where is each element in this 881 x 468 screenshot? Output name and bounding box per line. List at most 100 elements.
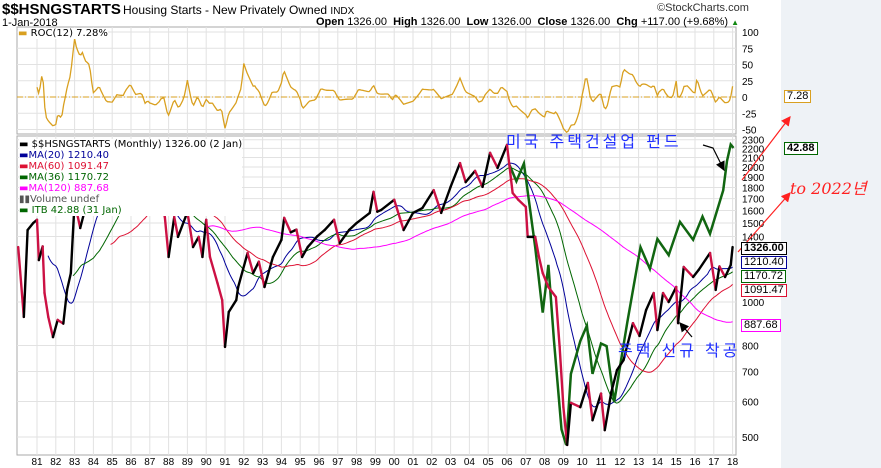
y-tick-label: 1000	[742, 298, 765, 309]
x-tick-label: 82	[50, 457, 62, 468]
ma60-line	[110, 178, 733, 373]
price-segment	[186, 210, 195, 249]
price-segment	[676, 265, 685, 325]
price-segment	[652, 291, 659, 332]
legend-ma36: ▬MA(36) 1170.72	[19, 172, 109, 183]
ma36-value-tag: 1170.72	[741, 270, 786, 283]
price-segment	[338, 228, 351, 245]
price-segment	[17, 245, 26, 319]
price-segment	[421, 188, 435, 210]
x-tick-label: 16	[689, 457, 701, 468]
roc-tick-label: -50	[742, 126, 757, 137]
y-tick-label: 1800	[742, 183, 765, 194]
roc-line	[36, 38, 734, 134]
x-tick-label: 10	[577, 457, 589, 468]
close-value: 1326.00	[570, 16, 611, 28]
price-segment	[173, 215, 180, 239]
side-background	[781, 0, 881, 468]
price-segment	[347, 221, 358, 232]
price-segment	[62, 288, 69, 325]
up-triangle-icon: ▲	[731, 18, 740, 27]
price-segment	[355, 211, 371, 225]
roc-tick-label: -25	[742, 109, 757, 120]
price-segment	[449, 161, 462, 189]
forecast-arrow-itb	[741, 116, 791, 181]
legend-ma20: ▬MA(20) 1210.40	[19, 150, 109, 161]
price-segment	[41, 245, 46, 295]
price-segment	[458, 161, 467, 184]
x-tick-label: 06	[501, 457, 513, 468]
itb-value-tag: 42.88	[784, 142, 818, 155]
ma60-value-tag: 1091.47	[741, 284, 787, 297]
ma120-line	[204, 195, 733, 323]
y-tick-label: 2100	[742, 153, 765, 164]
y-tick-label: 600	[742, 398, 759, 409]
price-segment	[697, 251, 712, 271]
price-segment	[223, 310, 230, 349]
price-segment	[26, 221, 35, 232]
roc-tick-label: 0	[742, 93, 748, 104]
price-segment	[554, 295, 561, 349]
price-segment	[691, 268, 700, 279]
low-value: 1326.00	[491, 16, 532, 28]
price-segment	[558, 345, 565, 409]
forecast-annotation: to 2022년	[790, 179, 867, 198]
price-segment	[517, 198, 527, 209]
y-tick-label: 2000	[742, 163, 765, 174]
x-tick-label: 17	[708, 457, 720, 468]
price-segment	[622, 321, 635, 362]
y-tick-label: 1600	[742, 206, 765, 217]
x-tick-label: 04	[464, 457, 476, 468]
legend-volume-text: Volume undef	[30, 194, 100, 205]
x-tick-label: 15	[671, 457, 683, 468]
close-value-tag: 1326.00	[741, 242, 787, 255]
price-segment	[488, 151, 499, 170]
legend-ma60-text: MA(60) 1091.47	[28, 161, 109, 172]
x-tick-label: 84	[88, 457, 100, 468]
price-segment	[208, 255, 219, 285]
ma120-value-tag: 887.68	[741, 319, 781, 332]
x-tick-label: 11	[596, 457, 607, 468]
roc-tick-label: 25	[742, 77, 754, 88]
price-segment	[201, 218, 208, 259]
price-segment	[332, 218, 341, 245]
roc-legend: ▬ ROC(12) 7.28%	[18, 28, 108, 39]
price-segment	[708, 251, 717, 292]
price-segment	[615, 358, 625, 372]
price-segment	[65, 271, 73, 292]
open-label: Open	[316, 16, 345, 28]
x-tick-label: 91	[219, 457, 231, 468]
y-tick-label: 1700	[742, 195, 765, 206]
price-segment	[481, 151, 492, 189]
price-segment	[464, 169, 477, 184]
housing-starts-annotation: 주택 신규 착공	[618, 341, 741, 360]
price-segment	[300, 245, 309, 259]
x-tick-label: 02	[426, 457, 438, 468]
price-segment	[667, 285, 678, 304]
price-segment	[167, 215, 176, 259]
x-tick-label: 08	[539, 457, 551, 468]
price-segment	[638, 308, 648, 338]
price-segment	[541, 271, 550, 289]
y-tick-label: 2300	[742, 136, 765, 147]
chg-value: +117.00 (+9.68%)	[640, 16, 729, 28]
price-segment	[729, 245, 734, 267]
price-segment	[47, 315, 55, 339]
price-segment	[227, 298, 238, 314]
x-tick-label: 97	[332, 457, 344, 468]
price-segment	[257, 260, 266, 289]
roc-swatch: ▬	[18, 28, 28, 39]
price-segment	[432, 188, 443, 215]
price-segment	[723, 263, 732, 279]
ohlc-readout: Open 1326.00 High 1326.00 Low 1326.00 Cl…	[316, 16, 739, 28]
price-segment	[411, 206, 424, 215]
price-segment	[246, 251, 255, 275]
legend-ma60: ▬MA(60) 1091.47	[19, 161, 109, 172]
copyright: ©StockCharts.com	[657, 2, 749, 14]
price-segment	[402, 211, 415, 232]
price-segment	[295, 228, 304, 259]
legend-ma36-text: MA(36) 1170.72	[28, 172, 109, 183]
x-tick-label: 96	[313, 457, 325, 468]
price-segment	[163, 215, 170, 259]
legend-itb-text: ITB 42.88 (31 Jan)	[31, 205, 122, 216]
